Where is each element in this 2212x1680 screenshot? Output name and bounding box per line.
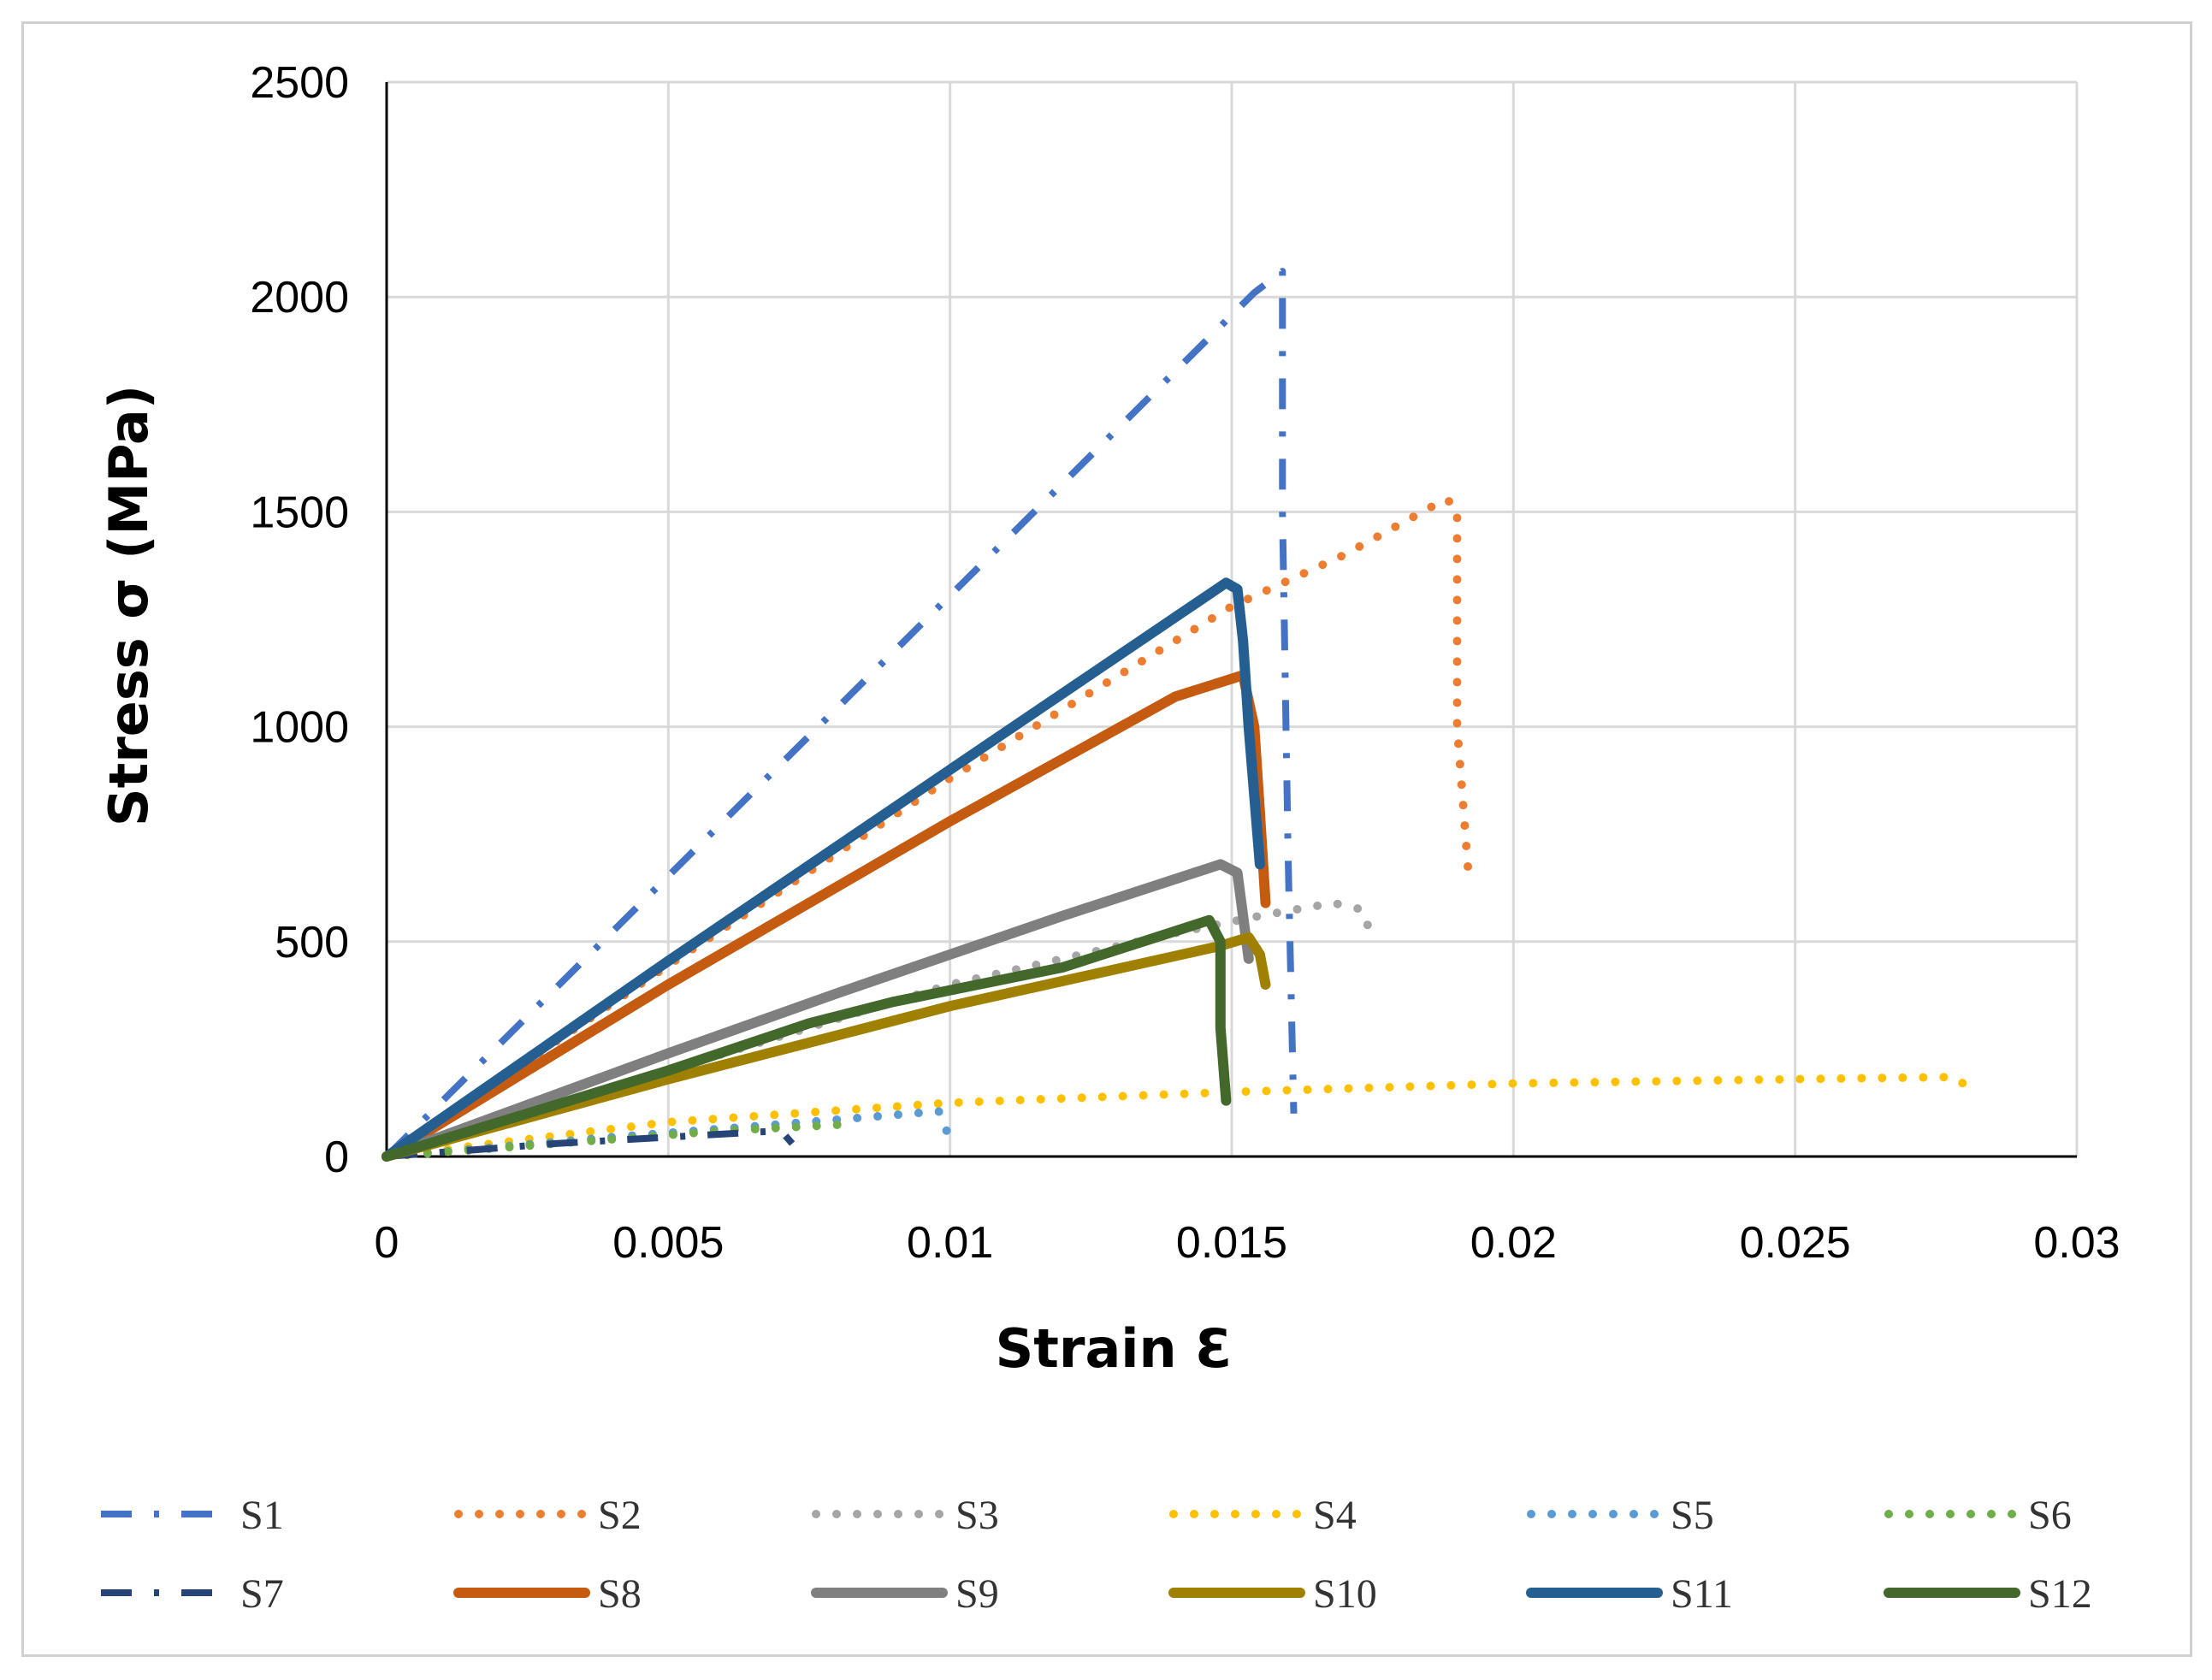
grid-lines bbox=[387, 80, 2079, 1156]
legend-label-s7: S7 bbox=[240, 1571, 284, 1617]
legend-label-s11: S11 bbox=[1671, 1571, 1733, 1617]
legend: S1 S2 S3 S4 S5 S6 S7 S8 S9 S10 S11 S12 bbox=[101, 1493, 2092, 1617]
y-tick-label: 500 bbox=[275, 918, 349, 967]
series-line-s8 bbox=[381, 670, 1271, 1162]
series-line-s9 bbox=[381, 859, 1254, 1162]
tick-labels: 0 500 1000 1500 2000 2500 0 0.005 0.01 0.015 0.02 0… bbox=[250, 58, 2120, 1268]
series-line-s11 bbox=[381, 577, 1265, 1162]
series-line-s1 bbox=[384, 268, 1298, 1159]
series-line-s12 bbox=[381, 914, 1232, 1162]
series-line-s10 bbox=[381, 932, 1271, 1162]
x-tick-label: 0.01 bbox=[907, 1218, 993, 1268]
y-tick-label: 2500 bbox=[250, 58, 349, 108]
x-tick-label: 0 bbox=[375, 1218, 399, 1268]
series-line-s6 bbox=[382, 1120, 854, 1161]
chart-frame bbox=[21, 21, 2192, 1657]
legend-label-s6: S6 bbox=[2028, 1493, 2072, 1538]
y-tick-label: 2000 bbox=[250, 273, 349, 322]
y-tick-label: 0 bbox=[324, 1133, 349, 1182]
x-tick-label: 0.03 bbox=[2033, 1218, 2120, 1268]
legend-label-s12: S12 bbox=[2028, 1571, 2092, 1617]
legend-label-s10: S10 bbox=[1313, 1571, 1377, 1617]
legend-label-s3: S3 bbox=[955, 1493, 999, 1538]
legend-label-s2: S2 bbox=[598, 1493, 642, 1538]
legend-label-s9: S9 bbox=[955, 1571, 999, 1617]
y-axis-title: Stress σ (MPa) bbox=[98, 385, 160, 826]
y-tick-label: 1500 bbox=[250, 488, 349, 537]
x-axis-title: Strain Ɛ bbox=[996, 1317, 1233, 1380]
legend-label-s5: S5 bbox=[1671, 1493, 1714, 1538]
axes bbox=[385, 82, 2077, 1158]
y-tick-label: 1000 bbox=[250, 703, 349, 753]
legend-label-s4: S4 bbox=[1313, 1493, 1357, 1538]
series-line-s3 bbox=[382, 898, 1377, 1161]
x-tick-label: 0.015 bbox=[1176, 1218, 1287, 1268]
x-tick-label: 0.005 bbox=[612, 1218, 724, 1268]
series-lines bbox=[381, 268, 1974, 1162]
legend-label-s8: S8 bbox=[598, 1571, 642, 1617]
series-line-s4 bbox=[382, 1073, 1974, 1161]
x-tick-label: 0.025 bbox=[1740, 1218, 1851, 1268]
x-tick-label: 0.02 bbox=[1470, 1218, 1557, 1268]
legend-label-s1: S1 bbox=[240, 1493, 284, 1538]
